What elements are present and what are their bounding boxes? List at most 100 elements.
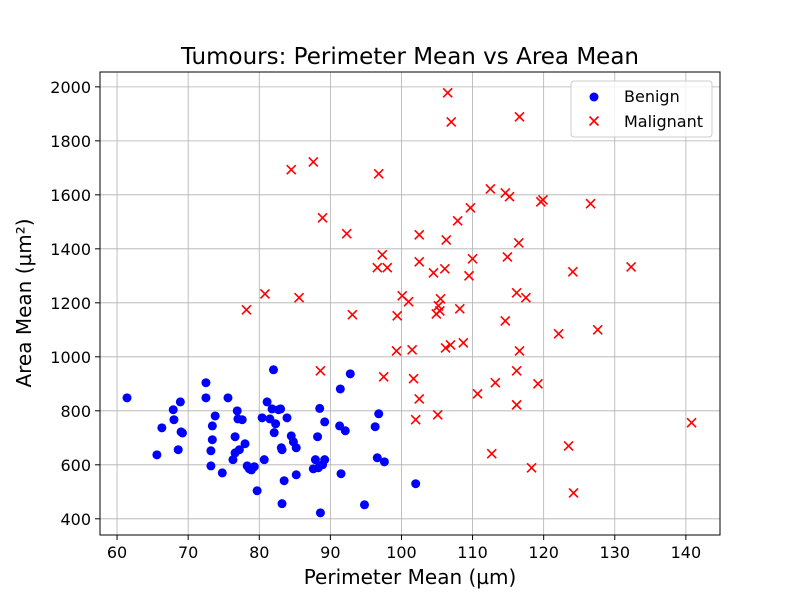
benign-point — [291, 443, 301, 453]
malignant-point — [441, 234, 452, 245]
malignant-point — [446, 116, 457, 128]
benign-point — [234, 445, 244, 455]
malignant-point — [414, 256, 425, 267]
malignant-point-stroke — [403, 296, 414, 307]
malignant-point-stroke — [445, 339, 456, 351]
malignant-point — [465, 202, 476, 213]
malignant-point — [532, 378, 544, 389]
malignant-point — [403, 296, 414, 307]
benign-point — [313, 432, 323, 442]
malignant-point — [431, 308, 442, 319]
x-tick-label: 140 — [671, 543, 702, 562]
x-tick-label: 100 — [386, 543, 417, 562]
legend: Benign Malignant — [570, 80, 713, 138]
benign-point — [269, 428, 279, 438]
malignant-point-stroke — [431, 308, 442, 319]
y-tick-label: 1400 — [50, 240, 91, 259]
benign-point — [271, 419, 281, 429]
benign-point — [175, 397, 185, 407]
benign-point — [276, 404, 286, 414]
malignant-point-stroke — [433, 300, 444, 311]
malignant-point-stroke — [414, 229, 425, 240]
malignant-point — [511, 287, 522, 298]
benign-point — [282, 413, 292, 423]
malignant-point — [567, 266, 578, 277]
legend-benign-label: Benign — [624, 87, 680, 106]
malignant-point-stroke — [553, 328, 564, 339]
malignant-point-stroke — [377, 249, 388, 260]
malignant-point-stroke — [372, 262, 383, 273]
malignant-point-stroke — [294, 292, 305, 303]
malignant-point-stroke — [410, 414, 421, 425]
malignant-point — [467, 253, 478, 264]
malignant-point — [347, 309, 358, 320]
benign-point — [310, 455, 320, 465]
malignant-point — [502, 251, 513, 262]
malignant-point — [372, 262, 383, 273]
x-axis-label: Perimeter Mean (µm) — [304, 565, 517, 589]
malignant-point — [445, 339, 456, 351]
malignant-point — [626, 261, 637, 272]
malignant-point-stroke — [520, 292, 531, 303]
malignant-point — [315, 365, 326, 376]
malignant-point — [286, 164, 297, 175]
benign-point — [320, 417, 330, 427]
benign-point — [277, 445, 287, 455]
y-axis-ticks: 400 600 800 1000 1200 1400 1600 1800 2000 — [50, 78, 100, 529]
benign-point — [315, 508, 325, 518]
malignant-point-stroke — [563, 440, 574, 451]
x-tick-label: 130 — [599, 543, 630, 562]
malignant-point — [341, 228, 352, 239]
malignant-point-stroke — [259, 288, 271, 299]
benign-point — [201, 378, 211, 388]
malignant-point — [511, 399, 522, 410]
malignant-point — [463, 270, 475, 281]
y-tick-label: 1800 — [50, 132, 91, 151]
malignant-point — [514, 345, 525, 356]
benign-point — [374, 409, 384, 419]
malignant-point-stroke — [567, 266, 578, 277]
malignant-point-stroke — [485, 183, 496, 194]
malignant-point-stroke — [502, 251, 513, 262]
benign-point — [249, 462, 259, 472]
malignant-point — [592, 324, 603, 335]
malignant-point — [392, 310, 403, 321]
malignant-point-stroke — [241, 304, 252, 315]
benign-point — [240, 439, 250, 449]
x-tick-label: 120 — [528, 543, 559, 562]
malignant-point — [317, 212, 328, 223]
benign-point — [359, 500, 369, 510]
malignant-point-stroke — [440, 342, 451, 353]
malignant-point-stroke — [626, 261, 637, 272]
benign-point — [279, 476, 289, 486]
malignant-point-stroke — [392, 310, 403, 321]
malignant-point-stroke — [407, 344, 418, 355]
malignant-point-stroke — [585, 198, 596, 209]
malignant-point — [407, 344, 418, 355]
malignant-point — [485, 183, 496, 194]
malignant-point-stroke — [435, 293, 446, 304]
malignant-point-stroke — [315, 365, 326, 376]
malignant-point-stroke — [511, 287, 522, 298]
malignant-point — [432, 409, 443, 420]
y-axis-label: Area Mean (µm²) — [12, 218, 36, 387]
malignant-point — [504, 191, 515, 202]
benign-point — [157, 423, 167, 433]
benign-point — [370, 422, 380, 432]
malignant-point-stroke — [441, 234, 452, 245]
malignant-point-stroke — [446, 116, 457, 128]
malignant-point-stroke — [454, 303, 465, 314]
benign-point — [315, 403, 325, 413]
malignant-point-stroke — [442, 87, 453, 98]
malignant-point — [535, 196, 546, 207]
x-tick-label: 60 — [107, 543, 127, 562]
malignant-point — [472, 388, 483, 399]
malignant-point-stroke — [511, 399, 522, 410]
malignant-point-stroke — [463, 270, 475, 281]
benign-point — [177, 428, 187, 438]
malignant-point-stroke — [472, 388, 483, 399]
malignant-point-stroke — [511, 365, 522, 376]
axes-frame — [99, 71, 721, 536]
malignant-point — [382, 262, 393, 273]
